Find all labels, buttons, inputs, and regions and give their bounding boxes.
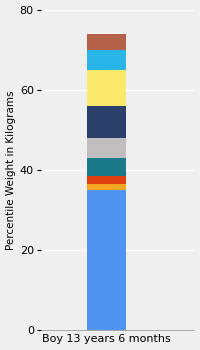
Bar [87, 176, 126, 184]
Bar [87, 106, 126, 138]
Bar [87, 190, 126, 330]
Bar [87, 34, 126, 50]
Bar [87, 158, 126, 176]
Bar [87, 70, 126, 106]
Bar [87, 138, 126, 158]
Y-axis label: Percentile Weight in Kilograms: Percentile Weight in Kilograms [6, 90, 16, 250]
Bar [87, 50, 126, 70]
Bar [87, 184, 126, 190]
